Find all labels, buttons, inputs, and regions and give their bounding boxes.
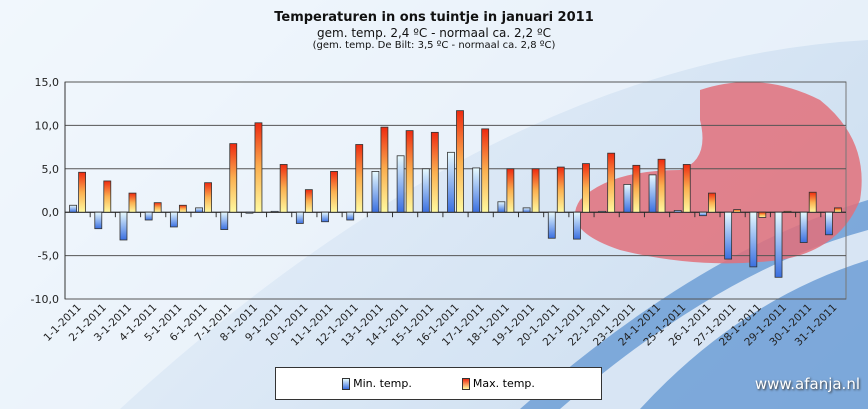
chart-subtitle: gem. temp. 2,4 ºC - normaal ca. 2,2 ºC <box>317 26 551 40</box>
bar-max-temp <box>380 126 389 213</box>
legend: Min. temp. Max. temp. <box>275 367 602 400</box>
y-tick-label: 0,0 <box>42 206 60 219</box>
bar-max-temp <box>506 168 515 213</box>
bar-min-temp <box>119 211 128 241</box>
y-tick-label: -5,0 <box>38 250 59 263</box>
bar-max-temp <box>405 130 414 213</box>
bar-min-temp <box>724 211 733 260</box>
bar-max-temp <box>78 171 86 213</box>
bar-min-temp <box>169 211 178 228</box>
bar-max-temp <box>178 204 187 213</box>
bar-min-temp <box>573 211 581 240</box>
bar-min-temp <box>346 211 355 221</box>
bar-min-temp <box>648 174 657 213</box>
legend-item-min: Min. temp. <box>342 377 412 390</box>
y-tick-label: -10,0 <box>31 293 59 306</box>
bar-max-temp <box>355 144 364 213</box>
bar-min-temp <box>547 211 556 239</box>
bar-min-temp <box>270 210 279 213</box>
bar-min-temp <box>69 204 77 213</box>
bar-max-temp <box>128 192 137 213</box>
plot-area <box>64 81 847 300</box>
bar-min-temp <box>522 207 531 213</box>
bar-min-temp <box>94 211 103 230</box>
bar-max-temp <box>304 189 313 213</box>
legend-label-min: Min. temp. <box>353 377 412 390</box>
y-tick-label: 15,0 <box>35 76 60 89</box>
y-tick-label: 10,0 <box>35 119 60 132</box>
bar-min-temp <box>598 210 607 213</box>
bar-max-temp <box>708 192 716 213</box>
bar-min-temp <box>195 207 203 213</box>
bar-min-temp <box>295 211 304 224</box>
legend-swatch-min <box>342 377 351 390</box>
bar-max-temp <box>733 209 742 213</box>
bar-max-temp <box>254 122 263 213</box>
bar-max-temp <box>229 143 238 213</box>
bar-min-temp <box>623 184 632 213</box>
bar-max-temp <box>556 166 565 213</box>
bar-min-temp <box>245 211 254 214</box>
bar-min-temp <box>371 171 380 213</box>
bar-min-temp <box>749 211 758 268</box>
bar-max-temp <box>279 164 288 213</box>
bar-max-temp <box>204 182 212 213</box>
bar-max-temp <box>657 158 666 213</box>
bar-max-temp <box>582 163 590 213</box>
bar-min-temp <box>396 155 405 213</box>
bar-min-temp <box>673 210 682 213</box>
bar-min-temp <box>421 168 430 213</box>
legend-label-max: Max. temp. <box>472 377 535 390</box>
bar-max-temp <box>481 128 490 213</box>
chart-subtitle-2: (gem. temp. De Bilt: 3,5 ºC - normaal ca… <box>312 40 556 51</box>
bar-min-temp <box>774 211 783 278</box>
bar-max-temp <box>456 110 464 213</box>
bar-max-temp <box>783 210 792 213</box>
bar-max-temp <box>607 152 616 213</box>
bar-max-temp <box>808 191 817 213</box>
legend-item-max: Max. temp. <box>461 377 535 390</box>
legend-swatch-max <box>461 377 470 390</box>
y-tick-label: 5,0 <box>42 163 60 176</box>
bar-max-temp <box>103 180 112 213</box>
bar-min-temp <box>472 167 481 213</box>
bar-max-temp <box>632 164 641 213</box>
bar-max-temp <box>430 131 439 213</box>
bar-min-temp <box>497 201 506 213</box>
bar-max-temp <box>531 168 540 213</box>
bar-min-temp <box>144 211 153 221</box>
bar-min-temp <box>799 211 808 243</box>
bar-min-temp <box>321 211 329 223</box>
bar-min-temp <box>825 211 833 236</box>
watermark: www.afanja.nl <box>754 375 860 393</box>
bar-min-temp <box>699 211 707 217</box>
chart-title: Temperaturen in ons tuintje in januari 2… <box>274 10 594 25</box>
bar-max-temp <box>758 211 767 218</box>
bar-max-temp <box>330 171 338 213</box>
bar-max-temp <box>153 202 162 213</box>
bar-min-temp <box>447 151 455 213</box>
bar-max-temp <box>834 207 842 213</box>
bar-min-temp <box>220 211 229 230</box>
bar-max-temp <box>682 164 691 213</box>
